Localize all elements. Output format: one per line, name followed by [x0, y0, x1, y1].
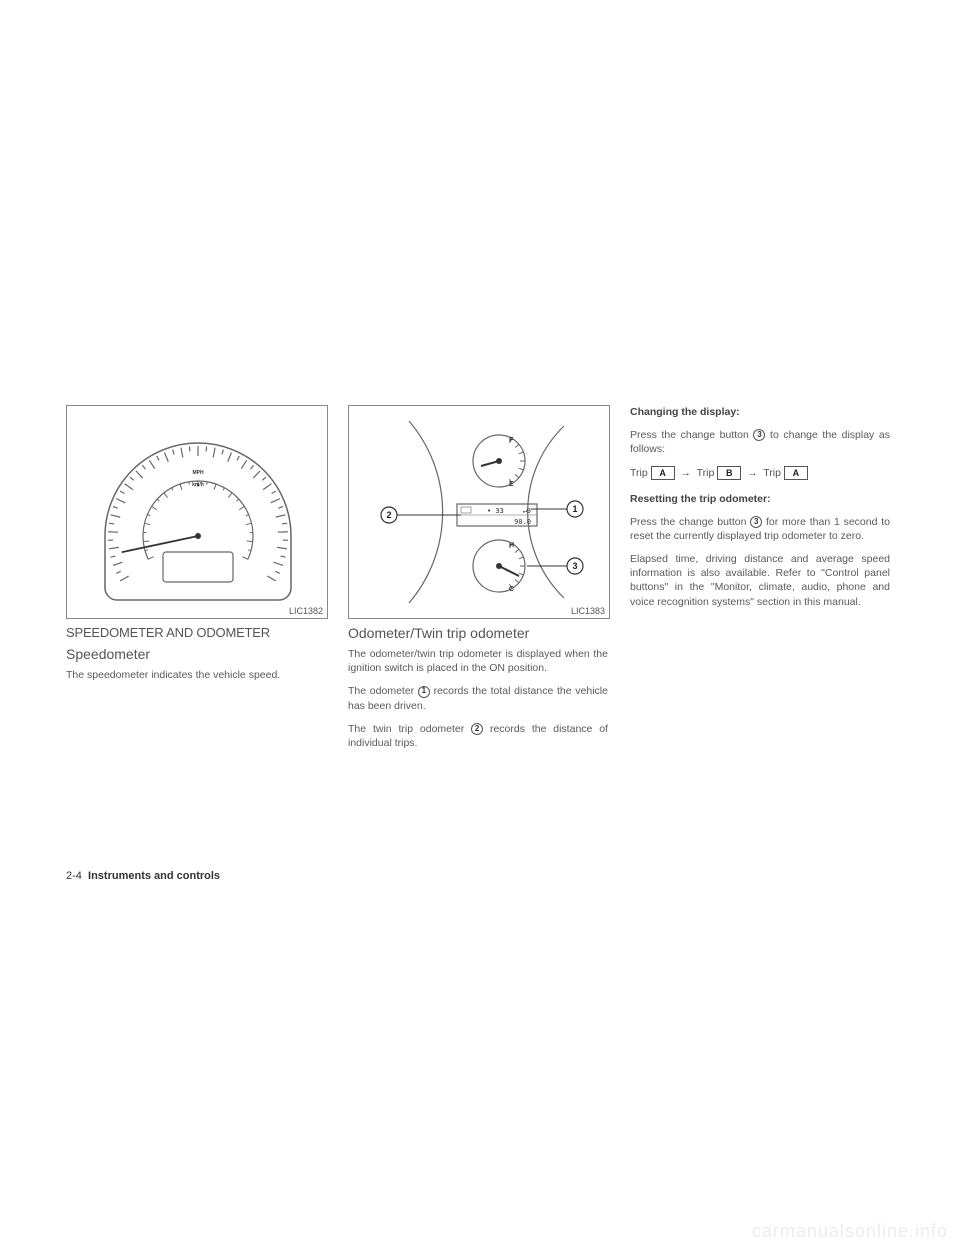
temp-h: H — [509, 542, 514, 549]
fuel-f: F — [509, 437, 514, 444]
text-reset: Press the change button 3 for more than … — [630, 515, 890, 543]
key-a1: A — [651, 466, 675, 480]
svg-text:↵: ↵ — [523, 507, 527, 515]
lcd-bottom: 90.0 — [514, 518, 531, 526]
unit-mph: MPH — [192, 470, 204, 476]
footer-title: Instruments and controls — [88, 870, 220, 882]
text-odo-2: The twin trip odometer 2 records the dis… — [348, 722, 608, 750]
callout-1: 1 — [572, 504, 577, 514]
heading-resetting: Resetting the trip odometer: — [630, 492, 890, 506]
text-odo-1: The odometer 1 records the total distanc… — [348, 684, 608, 712]
text-odo-intro: The odometer/twin trip odometer is displ… — [348, 647, 608, 675]
inline-callout-3b: 3 — [750, 516, 762, 528]
inline-callout-1: 1 — [418, 686, 430, 698]
text-speedo-desc: The speedometer indicates the vehicle sp… — [66, 668, 326, 682]
trip-sequence: Trip A → Trip B → Trip A — [630, 466, 890, 480]
figure-odometer-cluster: F E H C 9 ↵ 90.0 — [348, 405, 610, 619]
inline-callout-3a: 3 — [753, 429, 765, 441]
heading-changing-display: Changing the display: — [630, 405, 890, 419]
watermark: carmanualsonline.info — [752, 1221, 948, 1242]
temp-c: C — [509, 586, 514, 593]
text-change-display: Press the change button 3 to change the … — [630, 428, 890, 456]
lcd-top: 9 — [527, 507, 531, 515]
heading-speedometer-odometer: SPEEDOMETER AND ODOMETER — [66, 625, 326, 640]
text-elapsed-info: Elapsed time, driving distance and avera… — [630, 552, 890, 609]
subheading-speedometer: Speedometer — [66, 646, 326, 662]
subheading-odometer: Odometer/Twin trip odometer — [348, 625, 608, 641]
fuel-e: E — [509, 481, 514, 488]
lcd-dots: • 33 — [487, 507, 504, 515]
figure2-label: LIC1383 — [571, 606, 605, 616]
inline-callout-2: 2 — [471, 723, 483, 735]
page-number: 2-4 — [66, 870, 82, 882]
unit-kmh: km/h — [192, 482, 204, 488]
page-footer: 2-4 Instruments and controls — [66, 870, 220, 882]
key-a2: A — [784, 466, 808, 480]
figure1-label: LIC1382 — [289, 606, 323, 616]
callout-2: 2 — [386, 510, 391, 520]
figure-speedometer: MPH km/h LIC1382 — [66, 405, 328, 619]
key-b: B — [717, 466, 741, 480]
callout-3: 3 — [572, 561, 577, 571]
